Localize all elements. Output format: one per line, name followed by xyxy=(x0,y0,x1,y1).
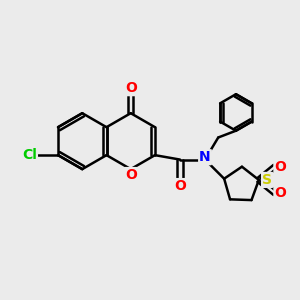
Text: O: O xyxy=(174,179,186,193)
Text: O: O xyxy=(125,168,137,182)
Text: O: O xyxy=(125,81,137,95)
Text: S: S xyxy=(262,173,272,187)
Text: N: N xyxy=(199,150,211,164)
Text: Cl: Cl xyxy=(22,148,37,162)
Text: O: O xyxy=(274,160,286,174)
Text: O: O xyxy=(274,186,286,200)
